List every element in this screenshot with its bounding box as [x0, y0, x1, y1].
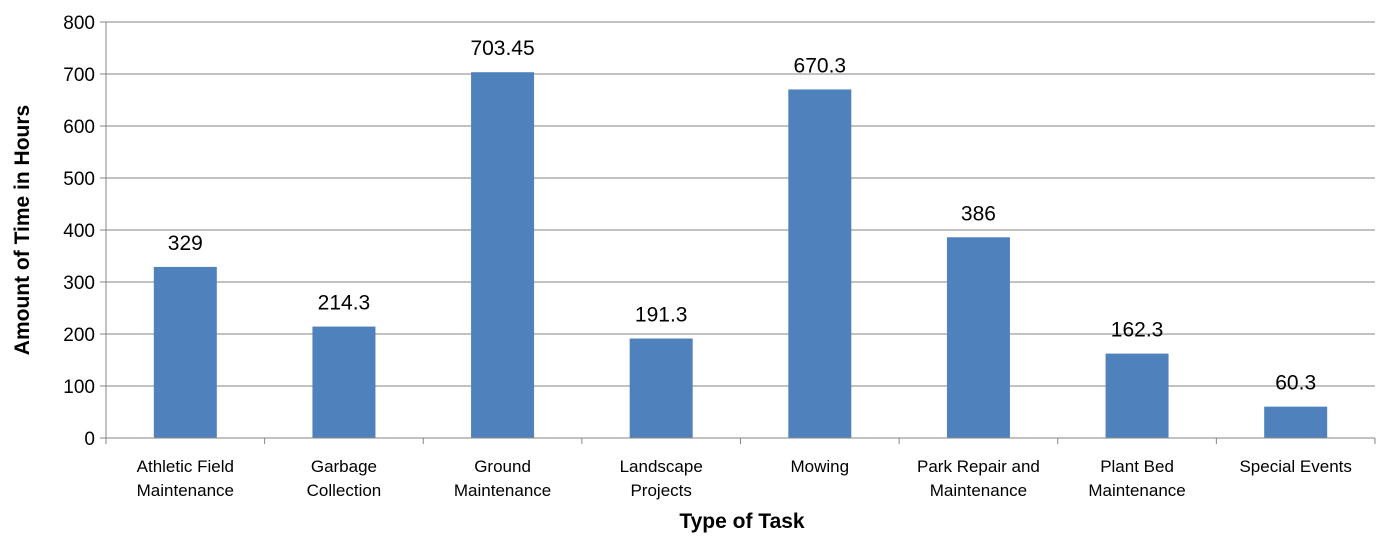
data-label: 214.3	[318, 292, 371, 315]
gridlines	[106, 21, 1375, 387]
y-tick-label: 500	[63, 169, 95, 190]
y-tick-label: 700	[63, 65, 95, 86]
data-label: 60.3	[1275, 372, 1316, 395]
data-label: 329	[168, 232, 203, 255]
y-tick-label: 600	[63, 117, 95, 138]
x-tick-label: Special Events	[1239, 457, 1351, 476]
y-axis-title: Amount of Time in Hours	[11, 105, 34, 355]
x-tick-label: Athletic Field Maintenance	[137, 457, 234, 500]
data-label: 670.3	[794, 54, 847, 77]
y-tick-label: 0	[84, 429, 95, 450]
axes: 0 100 200 300 400 500 600 700 800 Athletic Field M…	[63, 13, 1376, 500]
data-label: 162.3	[1111, 319, 1164, 342]
y-tick-label: 100	[63, 377, 95, 398]
bar	[946, 237, 1010, 438]
data-label: 703.45	[470, 37, 534, 60]
x-tick-label: Plant Bed Maintenance	[1088, 457, 1185, 500]
bars	[153, 72, 1328, 439]
y-tick-label: 200	[63, 325, 95, 346]
data-labels: 329 214.3 703.45 191.3 670.3 386 162.3 60.3	[168, 37, 1316, 394]
data-label: 191.3	[635, 304, 688, 327]
bar	[788, 89, 852, 438]
bar	[471, 72, 535, 439]
x-axis-title: Type of Task	[679, 510, 805, 533]
bar	[153, 266, 217, 438]
x-tick-label: Garbage Collection	[307, 457, 382, 500]
x-tick-label: Ground Maintenance	[454, 457, 551, 500]
y-tick-label: 800	[63, 13, 95, 34]
x-tick-label: Park Repair and Maintenance	[917, 457, 1040, 500]
bar	[1264, 406, 1328, 438]
y-tick-label: 300	[63, 273, 95, 294]
y-tick-label: 400	[63, 221, 95, 242]
bar	[1105, 353, 1169, 438]
bar	[312, 326, 376, 438]
x-tick-label: Mowing	[791, 457, 850, 476]
data-label: 386	[961, 202, 996, 225]
bar	[629, 338, 693, 438]
x-tick-label: Landscape Projects	[620, 457, 703, 500]
